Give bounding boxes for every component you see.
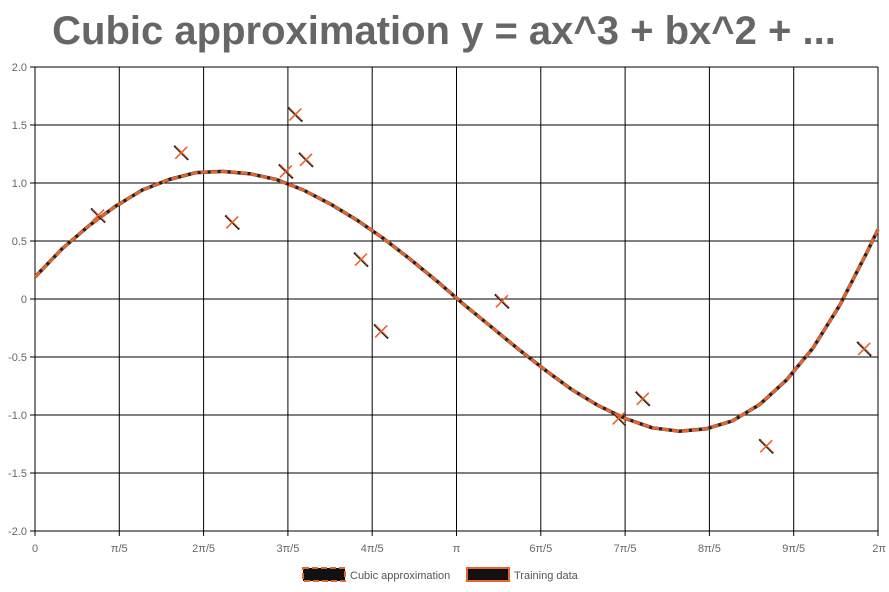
legend-item[interactable]: Training data: [466, 567, 579, 582]
chart-title: Cubic approximation y = ax^3 + bx^2 + ..…: [52, 9, 836, 53]
legend[interactable]: Cubic approximation Training data: [302, 567, 579, 582]
legend-label: Cubic approximation: [350, 570, 450, 582]
y-tick-label: -1.0: [8, 410, 27, 422]
training-point: [610, 410, 627, 427]
x-tick-label: 9π/5: [782, 543, 805, 555]
x-tick-label: 2π/5: [192, 543, 215, 555]
cubic-curve: [33, 169, 880, 433]
training-point: [287, 106, 303, 123]
training-points-layer: [90, 106, 872, 455]
legend-swatch-cubic: [302, 567, 346, 582]
training-point: [173, 145, 189, 161]
training-point: [758, 438, 774, 455]
x-tick-label: 8π/5: [698, 543, 721, 555]
y-tick-label: 0: [21, 294, 27, 306]
training-point: [494, 293, 510, 310]
y-tick-label: 1.0: [12, 178, 27, 190]
x-tick-label: 7π/5: [614, 543, 637, 555]
training-point: [298, 152, 314, 168]
legend-item[interactable]: Cubic approximation: [302, 567, 450, 582]
y-tick-label: -0.5: [8, 352, 27, 364]
tick-labels: 0 π/5 2π/5 3π/5 4π/5 π 6π/5 7π/5 8π/5 9π/5 2π 2.0 1.…: [8, 62, 886, 555]
x-tick-label: 4π/5: [361, 543, 384, 555]
training-point: [353, 251, 369, 268]
training-point: [224, 214, 240, 231]
x-tick-label: π/5: [111, 543, 128, 555]
x-tick-label: 0: [32, 543, 38, 555]
y-tick-label: 0.5: [12, 236, 27, 248]
x-tick-label: 3π/5: [276, 543, 299, 555]
training-point: [635, 391, 651, 407]
cubic-curve-layer: [33, 169, 880, 433]
y-tick-label: 2.0: [12, 62, 27, 74]
x-tick-label: 2π: [872, 543, 886, 555]
training-point: [278, 163, 294, 180]
grid: [30, 66, 879, 536]
y-tick-label: 1.5: [12, 120, 27, 132]
training-point: [90, 207, 106, 224]
y-tick-label: -2.0: [8, 526, 27, 538]
x-tick-label: π: [453, 543, 461, 555]
x-tick-label: 6π/5: [529, 543, 552, 555]
legend-label: Training data: [514, 570, 579, 582]
y-tick-label: -1.5: [8, 468, 27, 480]
legend-swatch-training: [466, 567, 510, 582]
training-point: [856, 341, 872, 357]
training-point: [373, 323, 389, 340]
